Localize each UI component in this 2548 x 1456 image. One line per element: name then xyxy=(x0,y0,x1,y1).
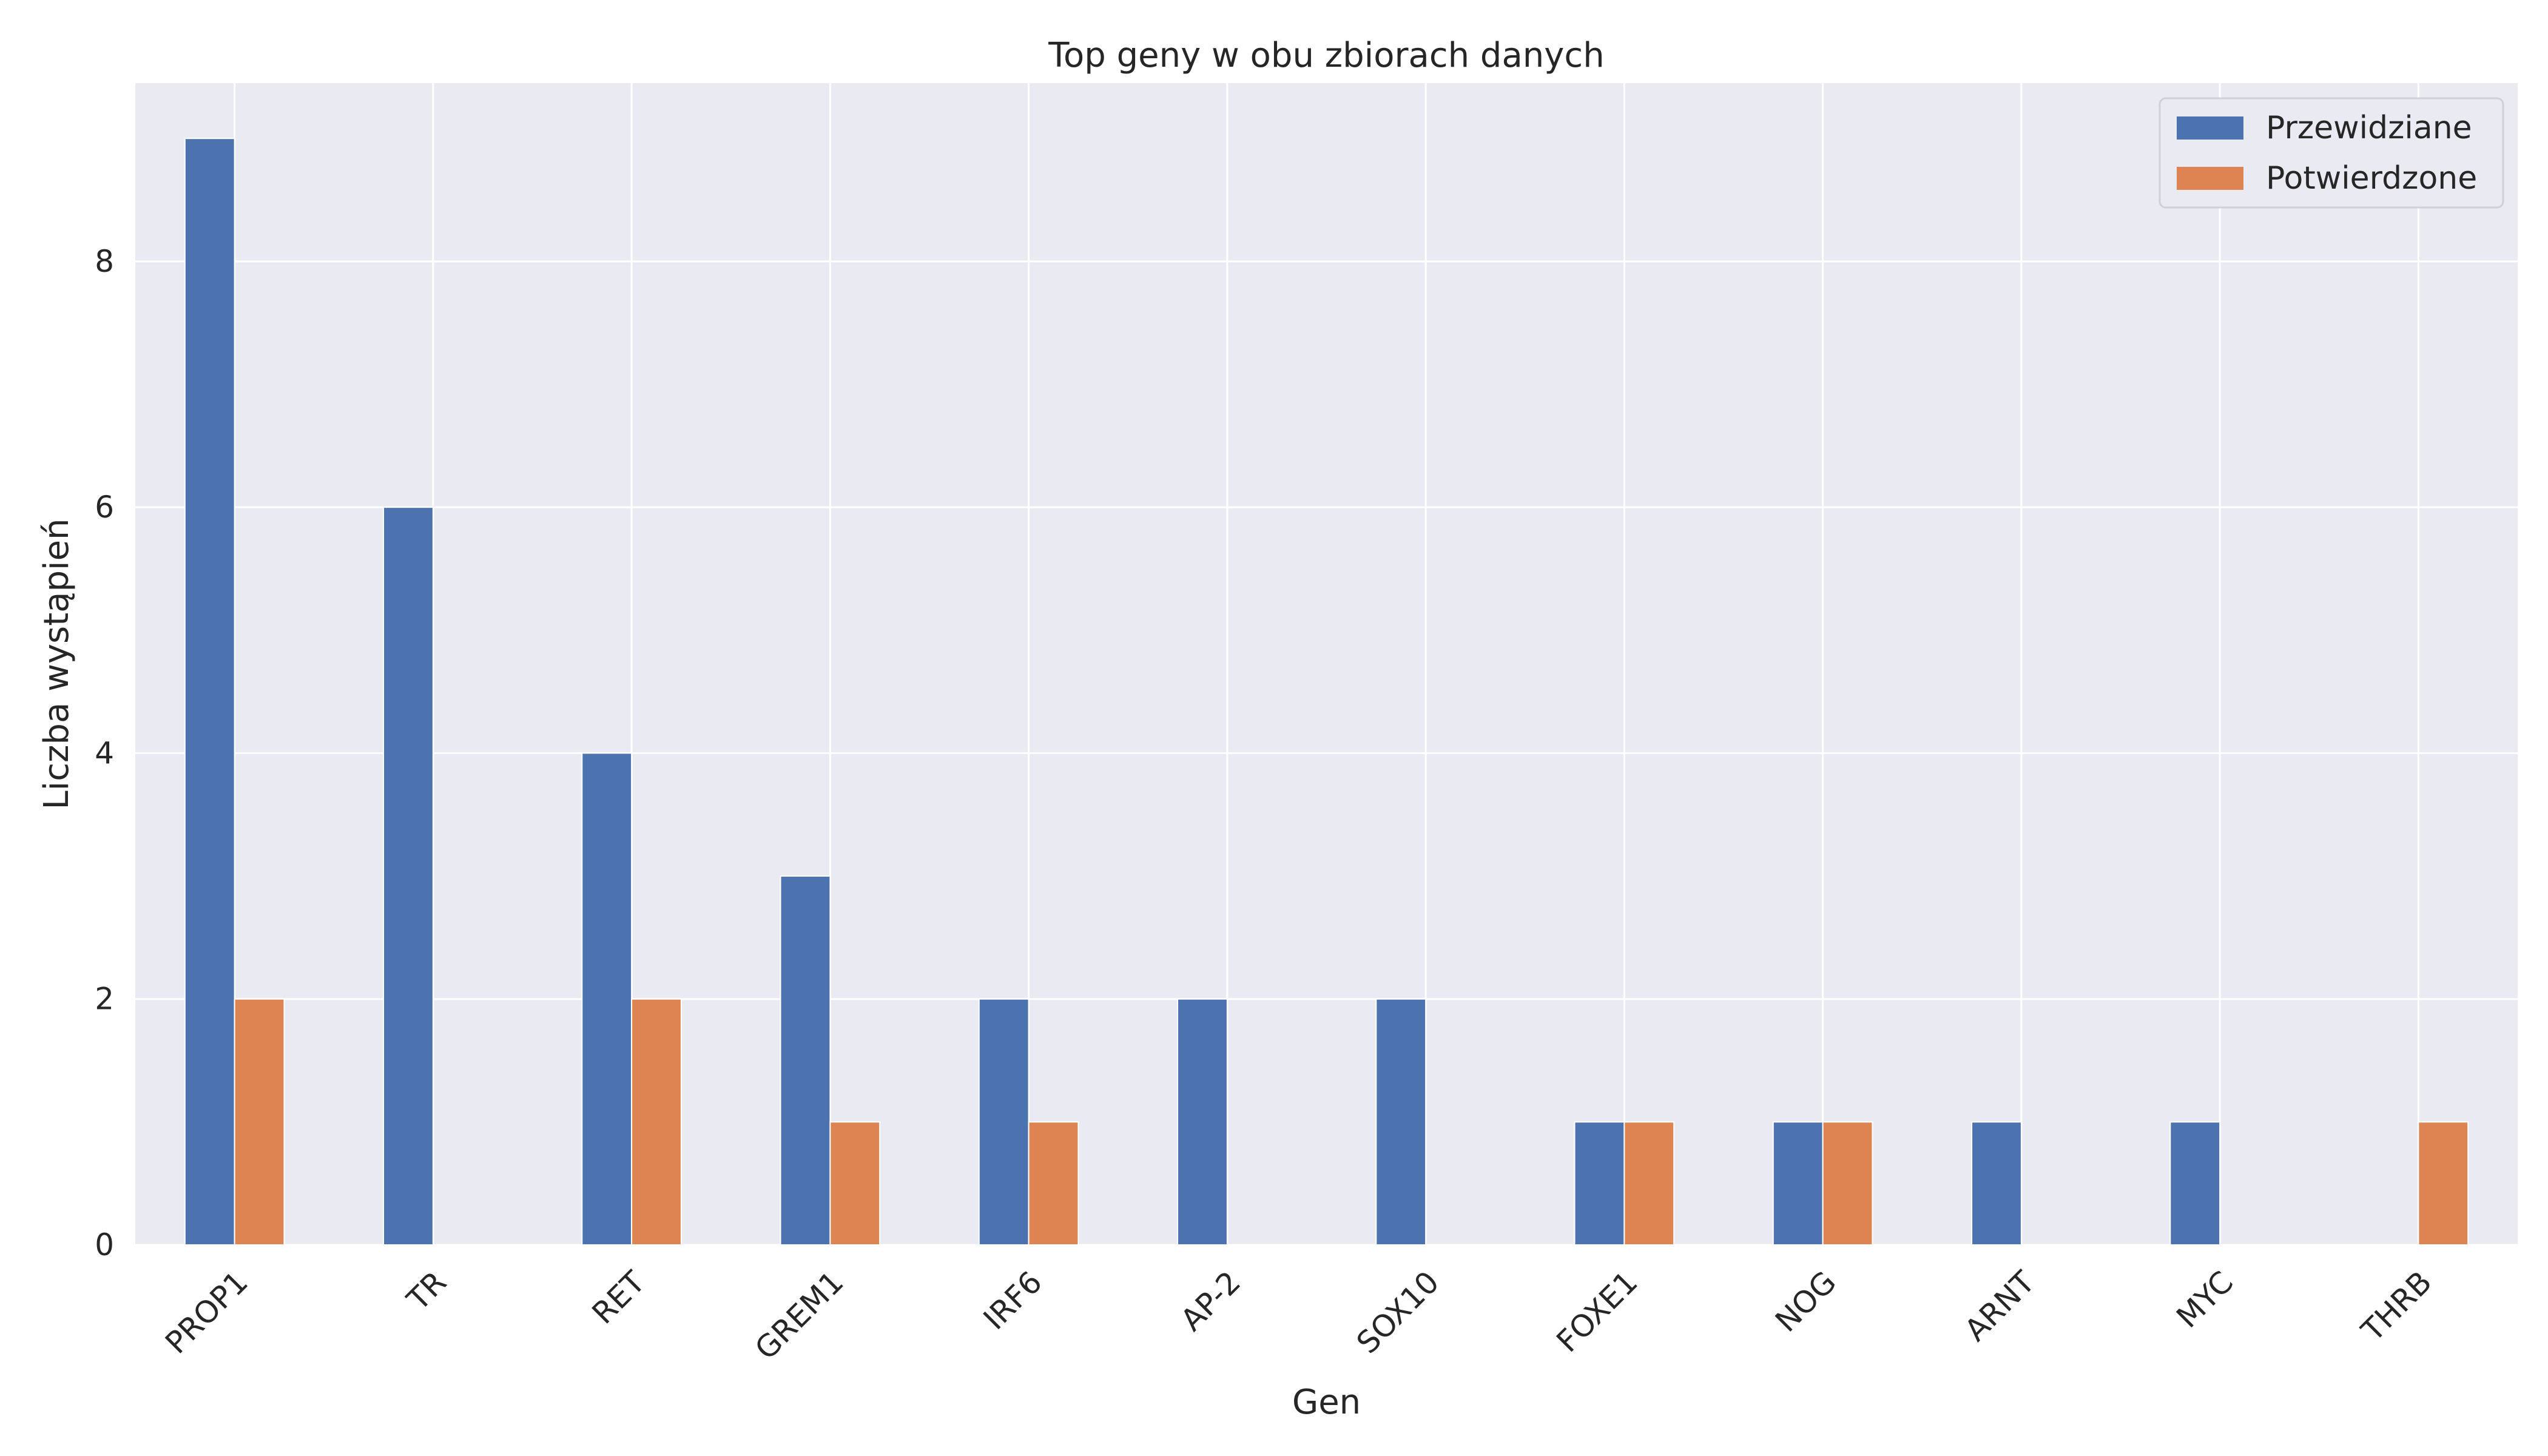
legend-swatch xyxy=(2177,116,2243,140)
y-axis-ticks: 0 2 4 6 8 xyxy=(95,244,114,1262)
bar-foxe1-potwierdzone xyxy=(1623,1121,1675,1245)
x-axis-label: Gen xyxy=(1292,1383,1361,1422)
bar-foxe1-przewidziane xyxy=(1574,1121,1625,1245)
bar-tr-przewidziane xyxy=(383,507,434,1246)
bar-prop1-potwierdzone xyxy=(234,998,285,1245)
bar-grem1-przewidziane xyxy=(780,875,831,1245)
bar-prop1-przewidziane xyxy=(184,138,235,1246)
y-tick-label: 6 xyxy=(95,490,114,525)
bar-irf6-potwierdzone xyxy=(1028,1121,1079,1245)
legend-box xyxy=(2159,97,2504,209)
bar-myc-przewidziane xyxy=(2169,1121,2221,1245)
y-tick-label: 2 xyxy=(95,982,114,1017)
plot-area xyxy=(135,83,2518,1245)
legend-label: Przewidziane xyxy=(2266,110,2472,146)
bars xyxy=(184,138,2469,1246)
bar-thrb-potwierdzone xyxy=(2418,1121,2469,1245)
bar-nog-przewidziane xyxy=(1772,1121,1824,1245)
y-axis-label: Liczba wystąpień xyxy=(37,518,76,809)
y-tick-label: 8 xyxy=(95,244,114,279)
chart-title: Top geny w obu zbiorach danych xyxy=(1048,36,1604,75)
y-tick-label: 0 xyxy=(95,1227,114,1262)
bar-ret-potwierdzone xyxy=(631,998,682,1245)
bar-irf6-przewidziane xyxy=(978,998,1030,1245)
bar-grem1-potwierdzone xyxy=(829,1121,881,1245)
bar-nog-potwierdzone xyxy=(1822,1121,1873,1245)
bar-ap-2-przewidziane xyxy=(1177,998,1228,1245)
y-tick-label: 4 xyxy=(95,735,114,770)
legend: Przewidziane Potwierdzone xyxy=(2159,97,2504,209)
bar-ret-przewidziane xyxy=(581,752,633,1245)
bar-sox10-przewidziane xyxy=(1375,998,1427,1245)
bar-arnt-przewidziane xyxy=(1971,1121,2022,1245)
legend-swatch xyxy=(2177,167,2243,190)
legend-label: Potwierdzone xyxy=(2266,160,2477,197)
